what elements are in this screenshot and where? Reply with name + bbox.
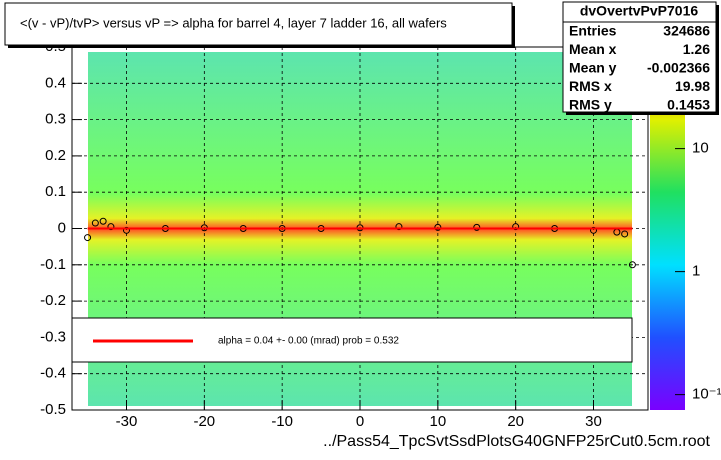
stats-title: dvOvertvPvP7016 <box>580 3 699 19</box>
profile-point <box>590 226 598 234</box>
x-axis-label: ../Pass54_TpcSvtSsdPlotsG40GNFP25rCut0.5… <box>323 433 710 450</box>
profile-point <box>107 223 115 231</box>
x-tick-label: 20 <box>507 413 524 430</box>
y-tick-label: -0.3 <box>40 328 66 345</box>
z-tick-label: 10 <box>692 140 709 157</box>
stats-value: -0.002366 <box>647 60 710 76</box>
z-tick-label: 10⁻¹ <box>692 386 721 403</box>
stats-label: Mean y <box>569 60 617 76</box>
profile-point <box>99 217 107 225</box>
stats-value: 324686 <box>663 23 710 39</box>
stats-value: 19.98 <box>675 78 710 94</box>
stats-value: 1.26 <box>683 41 710 57</box>
chart-title: <(v - vP)/tvP> versus vP => alpha for ba… <box>20 15 447 30</box>
profile-point <box>395 223 403 231</box>
stats-label: RMS x <box>569 78 612 94</box>
profile-point <box>628 261 636 269</box>
y-tick-label: -0.2 <box>40 292 66 309</box>
y-tick-label: 0.3 <box>45 111 66 128</box>
profile-point <box>122 226 130 234</box>
y-tick-label: 0 <box>58 219 66 236</box>
profile-point <box>473 223 481 231</box>
stats-label: RMS y <box>569 97 612 113</box>
fit-label: alpha = 0.04 +- 0.00 (mrad) prob = 0.532 <box>218 336 399 347</box>
profile-point <box>621 230 629 238</box>
title-box <box>4 2 513 46</box>
x-tick-label: 0 <box>356 413 364 430</box>
stats-label: Mean x <box>569 41 617 57</box>
x-tick-label: 10 <box>429 413 446 430</box>
profile-point <box>91 219 99 227</box>
y-tick-label: 0.1 <box>45 183 66 200</box>
profile-point <box>434 223 442 231</box>
x-tick-label: -20 <box>193 413 215 430</box>
y-tick-label: -0.1 <box>40 256 66 273</box>
x-tick-label: -10 <box>271 413 293 430</box>
stats-value: 0.1453 <box>667 97 710 113</box>
z-tick-label: 1 <box>692 263 700 280</box>
y-tick-label: -0.5 <box>40 401 66 418</box>
stats-label: Entries <box>569 23 617 39</box>
y-tick-label: 0.2 <box>45 147 66 164</box>
y-tick-label: -0.4 <box>40 365 66 382</box>
x-tick-label: 30 <box>585 413 602 430</box>
profile-point <box>84 234 92 242</box>
profile-point <box>512 223 520 231</box>
x-tick-label: -30 <box>116 413 138 430</box>
y-tick-label: 0.4 <box>45 74 66 91</box>
stats-box <box>562 1 717 113</box>
